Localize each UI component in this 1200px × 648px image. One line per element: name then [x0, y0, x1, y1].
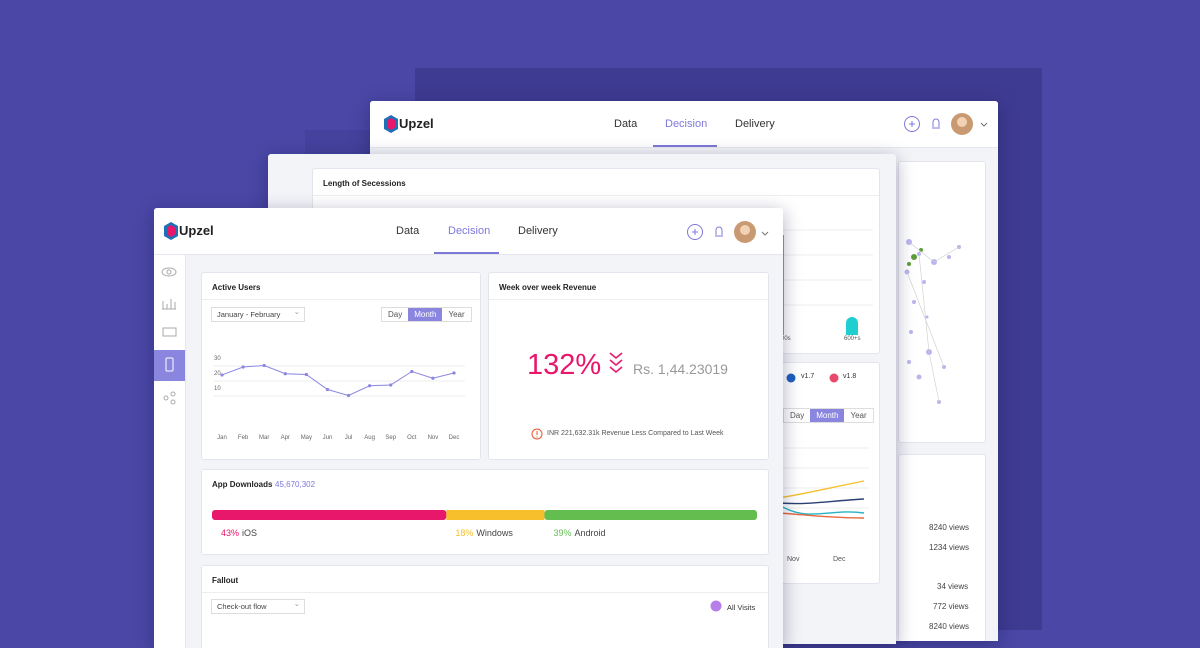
divider	[489, 299, 768, 300]
active-users-card: Active Users January - February Day Month…	[201, 272, 481, 460]
legend-item: All Visits	[727, 603, 756, 612]
card-title: Length of Secessions	[323, 179, 406, 188]
brand: Upzel	[399, 116, 434, 131]
toggle-month[interactable]: Month	[810, 409, 845, 422]
divider	[202, 592, 768, 593]
nav-data[interactable]: Data	[614, 118, 638, 130]
nav-decision[interactable]: Decision	[448, 225, 491, 237]
nav-data[interactable]: Data	[396, 225, 420, 237]
range-dropdown[interactable]: January - February	[211, 307, 305, 322]
legend-item: v1.8	[843, 373, 857, 380]
header: Upzel Data Decision Delivery	[154, 208, 783, 255]
toggle-day[interactable]: Day	[388, 310, 403, 319]
nav-underline	[653, 145, 717, 147]
legend-dots	[786, 373, 839, 383]
toggle-day[interactable]: Day	[790, 411, 805, 420]
card-title: Fallout	[212, 576, 239, 585]
views-item: 34 views	[937, 582, 969, 591]
revenue-card: Week over week Revenue 132% Rs. 1,44.230…	[488, 272, 769, 460]
toggle-year[interactable]: Year	[850, 411, 867, 420]
views-item: 8240 views	[929, 523, 970, 532]
nav-delivery[interactable]: Delivery	[735, 118, 775, 130]
bar-label: 00s	[781, 336, 791, 342]
nav-delivery[interactable]: Delivery	[518, 225, 558, 237]
revenue-percent: 132%	[527, 349, 602, 381]
views-card: 8240 views 1234 views 34 views 772 views…	[898, 454, 986, 641]
views-item: 1234 views	[929, 543, 970, 552]
period-toggle[interactable]: Day Month Year	[381, 307, 472, 322]
legend-item: v1.7	[801, 373, 815, 380]
revenue-amount: Rs. 1,44.23019	[633, 361, 728, 377]
legend-dot	[710, 600, 722, 612]
downloads-card: App Downloads 45,670,302	[201, 469, 769, 555]
nav-decision[interactable]: Decision	[665, 118, 708, 130]
divider	[313, 195, 879, 196]
header-icons[interactable]	[902, 113, 992, 137]
flow-dropdown[interactable]: Check-out flow	[211, 599, 305, 614]
x-label: Dec	[833, 556, 846, 563]
card-title: App Downloads	[212, 480, 273, 489]
sidebar	[154, 255, 186, 648]
brand: Upzel	[179, 223, 214, 238]
views-item: 772 views	[933, 602, 969, 611]
x-label: Nov	[787, 556, 800, 563]
network-graph	[904, 239, 961, 404]
header: Upzel Data Decision Delivery	[370, 101, 998, 148]
nav-underline	[434, 252, 499, 254]
down-chevrons	[609, 352, 623, 374]
views-item: 8240 views	[929, 622, 970, 631]
page: Upzel Data Decision Delivery 8240 views …	[0, 0, 1200, 630]
warning-icon	[531, 428, 543, 440]
bar-label: 600+s	[844, 336, 861, 342]
revenue-note: INR 221,632.31k Revenue Less Compared to…	[547, 430, 724, 437]
period-toggle[interactable]: Day Month Year	[783, 408, 874, 423]
divider	[202, 299, 480, 300]
version-lines	[769, 447, 869, 519]
card-title: Week over week Revenue	[499, 283, 597, 292]
front-window: Upzel Data Decision Delivery Active User…	[154, 208, 783, 648]
header-icons[interactable]	[685, 220, 775, 244]
toggle-year[interactable]: Year	[448, 310, 465, 319]
card-title: Active Users	[212, 283, 261, 292]
fallout-card: Fallout Check-out flow All Visits	[201, 565, 769, 648]
logo-icon	[164, 222, 178, 240]
toggle-month[interactable]: Month	[408, 308, 443, 321]
downloads-total: 45,670,302	[275, 480, 316, 489]
network-card	[898, 161, 986, 443]
logo-icon	[384, 115, 398, 133]
versions-card: v1.7 v1.8 Day Month Year Nov Dec	[768, 362, 880, 584]
sidebar-icons[interactable]	[154, 255, 185, 415]
